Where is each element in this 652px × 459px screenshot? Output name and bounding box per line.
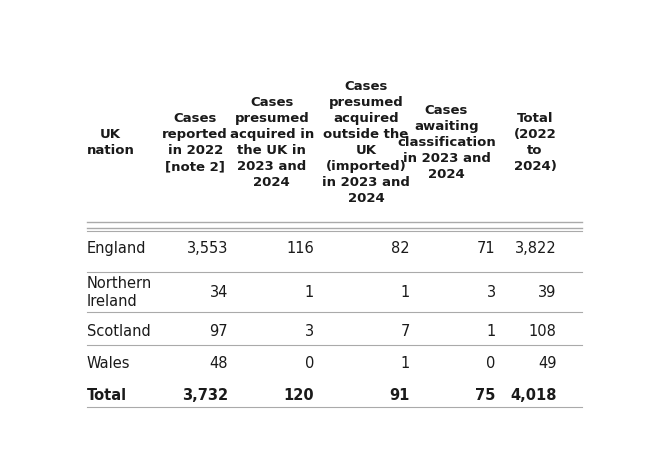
Text: Scotland: Scotland — [87, 323, 151, 338]
Text: 3: 3 — [305, 323, 314, 338]
Text: 75: 75 — [475, 387, 496, 403]
Text: 3,732: 3,732 — [182, 387, 228, 403]
Text: 39: 39 — [538, 285, 556, 299]
Text: 1: 1 — [401, 355, 410, 370]
Text: Cases
presumed
acquired
outside the
UK
(imported)
in 2023 and
2024: Cases presumed acquired outside the UK (… — [322, 80, 410, 205]
Text: Total: Total — [87, 387, 126, 403]
Text: Cases
reported
in 2022
[note 2]: Cases reported in 2022 [note 2] — [162, 112, 228, 173]
Text: 91: 91 — [390, 387, 410, 403]
Text: 120: 120 — [284, 387, 314, 403]
Text: 82: 82 — [391, 240, 410, 255]
Text: 49: 49 — [538, 355, 556, 370]
Text: 4,018: 4,018 — [510, 387, 556, 403]
Text: Northern
Ireland: Northern Ireland — [87, 275, 152, 308]
Text: 3: 3 — [487, 285, 496, 299]
Text: 116: 116 — [286, 240, 314, 255]
Text: Cases
presumed
acquired in
the UK in
2023 and
2024: Cases presumed acquired in the UK in 202… — [230, 96, 314, 189]
Text: 1: 1 — [401, 285, 410, 299]
Text: 71: 71 — [477, 240, 496, 255]
Text: Cases
awaiting
classification
in 2023 and
2024: Cases awaiting classification in 2023 an… — [397, 104, 496, 181]
Text: 48: 48 — [209, 355, 228, 370]
Text: 7: 7 — [400, 323, 410, 338]
Text: Total
(2022
to
2024): Total (2022 to 2024) — [514, 112, 556, 173]
Text: 108: 108 — [529, 323, 556, 338]
Text: UK
nation: UK nation — [87, 128, 134, 157]
Text: 1: 1 — [304, 285, 314, 299]
Text: Wales: Wales — [87, 355, 130, 370]
Text: 1: 1 — [486, 323, 496, 338]
Text: 3,553: 3,553 — [186, 240, 228, 255]
Text: 0: 0 — [304, 355, 314, 370]
Text: 97: 97 — [209, 323, 228, 338]
Text: England: England — [87, 240, 146, 255]
Text: 0: 0 — [486, 355, 496, 370]
Text: 34: 34 — [210, 285, 228, 299]
Text: 3,822: 3,822 — [514, 240, 556, 255]
